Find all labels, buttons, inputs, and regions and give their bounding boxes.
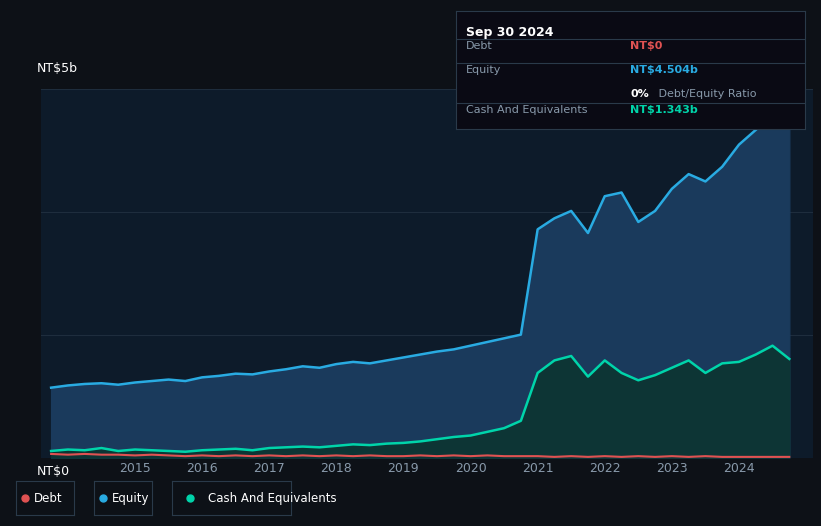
Text: NT$0: NT$0 bbox=[631, 42, 663, 52]
Text: 0%: 0% bbox=[631, 88, 649, 99]
Text: Debt/Equity Ratio: Debt/Equity Ratio bbox=[654, 88, 756, 99]
Text: NT$1.343b: NT$1.343b bbox=[631, 105, 698, 115]
Text: NT$5b: NT$5b bbox=[37, 62, 78, 75]
Text: Debt: Debt bbox=[34, 492, 62, 505]
Text: Sep 30 2024: Sep 30 2024 bbox=[466, 26, 553, 39]
Text: Debt: Debt bbox=[466, 42, 493, 52]
Text: Cash And Equivalents: Cash And Equivalents bbox=[466, 105, 588, 115]
Text: NT$4.504b: NT$4.504b bbox=[631, 65, 698, 75]
Text: Equity: Equity bbox=[466, 65, 502, 75]
Text: Cash And Equivalents: Cash And Equivalents bbox=[209, 492, 337, 505]
Text: NT$0: NT$0 bbox=[37, 465, 71, 478]
Text: Equity: Equity bbox=[112, 492, 149, 505]
